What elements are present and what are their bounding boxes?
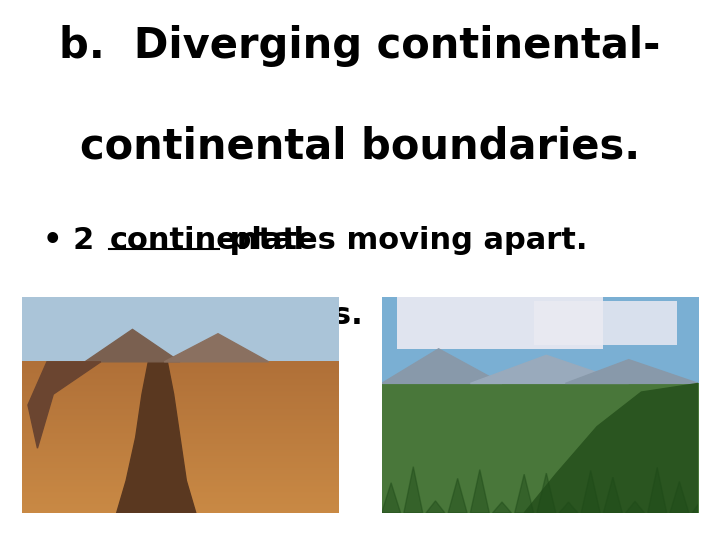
- Polygon shape: [648, 468, 667, 513]
- Polygon shape: [382, 483, 400, 513]
- Polygon shape: [117, 362, 196, 513]
- Text: b.  Diverging continental-: b. Diverging continental-: [59, 25, 661, 67]
- Polygon shape: [382, 349, 502, 383]
- Polygon shape: [85, 329, 180, 362]
- Polygon shape: [670, 482, 689, 513]
- Polygon shape: [515, 474, 534, 513]
- Polygon shape: [565, 360, 698, 383]
- Text: plates moving apart.: plates moving apart.: [219, 226, 588, 254]
- Text: • 2: • 2: [43, 226, 105, 254]
- Polygon shape: [448, 478, 467, 513]
- Polygon shape: [470, 355, 629, 383]
- Polygon shape: [603, 477, 622, 513]
- Polygon shape: [492, 502, 511, 513]
- Text: continental: continental: [109, 226, 305, 254]
- Polygon shape: [426, 501, 445, 513]
- Polygon shape: [581, 470, 600, 513]
- Text: rift valleys.: rift valleys.: [167, 301, 363, 330]
- Polygon shape: [404, 467, 423, 513]
- Polygon shape: [524, 383, 698, 513]
- Text: continental boundaries.: continental boundaries.: [80, 125, 640, 167]
- Polygon shape: [559, 502, 578, 513]
- Polygon shape: [626, 501, 644, 513]
- Polygon shape: [692, 500, 711, 513]
- Polygon shape: [28, 362, 101, 448]
- Polygon shape: [164, 334, 269, 362]
- Text: • Results in: • Results in: [43, 301, 254, 330]
- Polygon shape: [537, 473, 556, 513]
- Polygon shape: [470, 470, 490, 513]
